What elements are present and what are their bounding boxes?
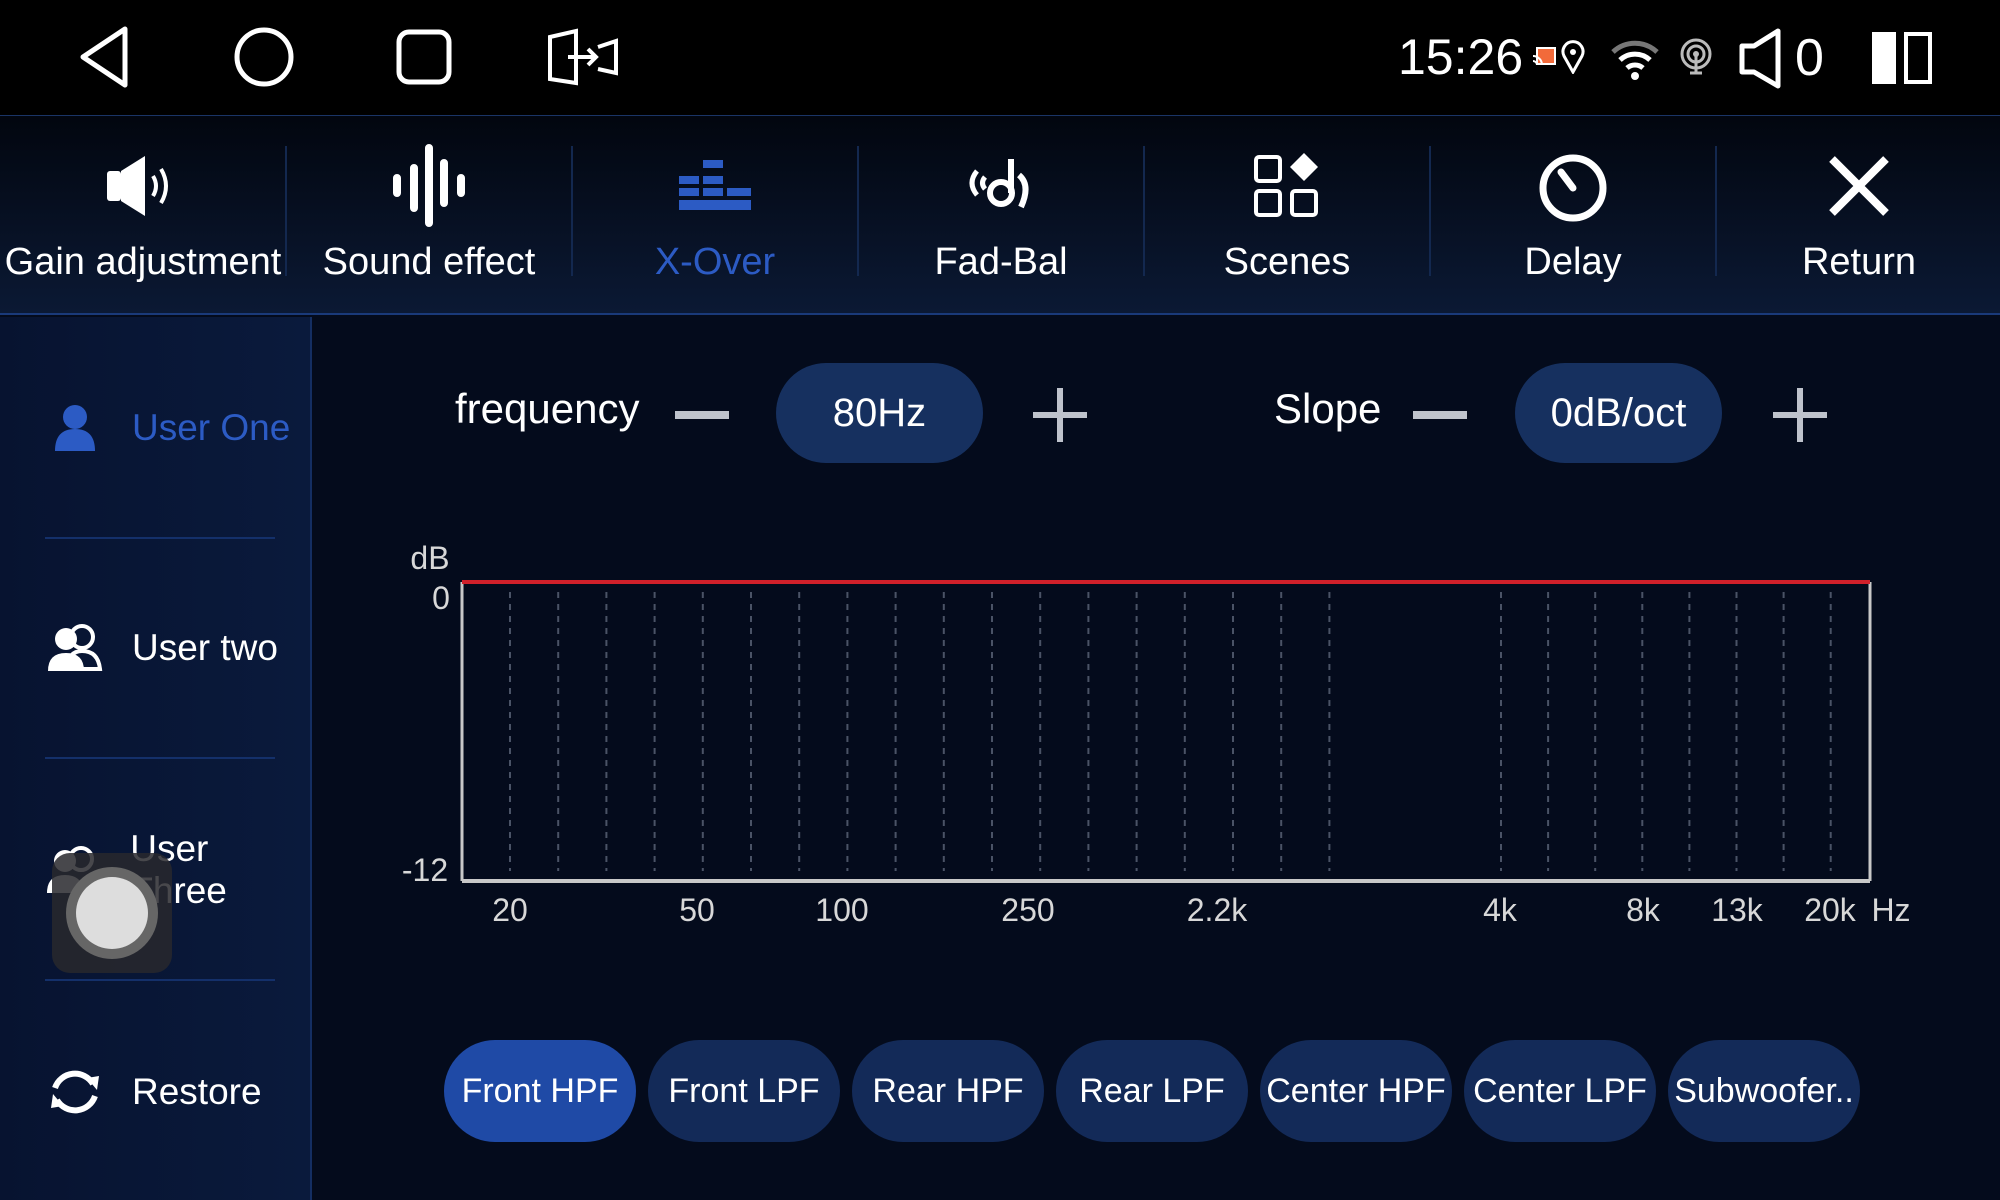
cast-icon	[1531, 46, 1557, 73]
home-icon[interactable]	[229, 22, 299, 92]
equalizer-icon	[572, 146, 858, 226]
recents-icon[interactable]	[389, 22, 459, 92]
split-screen-icon[interactable]	[1870, 30, 1934, 91]
frequency-minus-button[interactable]	[667, 380, 737, 450]
sidebar-item-user-two[interactable]: User two	[0, 593, 310, 703]
slope-minus-button[interactable]	[1405, 380, 1475, 450]
tab-sound-effect[interactable]: Sound effect	[286, 116, 572, 316]
x-tick-label: 100	[815, 892, 869, 928]
status-bar: 15:26 0	[0, 0, 2000, 115]
y-tick-label: -12	[401, 852, 449, 888]
x-tick-label: 250	[1001, 892, 1055, 928]
frequency-plus-button[interactable]	[1025, 380, 1095, 450]
y-axis-label: dB	[410, 540, 450, 576]
x-tick-label: 4k	[1483, 892, 1517, 928]
clock: 15:26	[1398, 29, 1524, 85]
screen-mirror-icon[interactable]	[546, 22, 626, 92]
close-icon	[1716, 146, 2000, 226]
channel-button-front-hpf[interactable]: Front HPF	[444, 1040, 636, 1142]
sidebar-item-restore[interactable]: Restore	[0, 1037, 310, 1147]
volume-icon[interactable]	[1738, 28, 1784, 95]
x-tick-label: 8k	[1626, 892, 1660, 928]
channel-button-front-lpf[interactable]: Front LPF	[648, 1040, 840, 1142]
tab-x-over[interactable]: X-Over	[572, 116, 858, 316]
refresh-icon	[40, 1064, 110, 1120]
hotspot-icon	[1678, 38, 1714, 81]
user-icon	[40, 403, 110, 453]
y-tick-label: 0	[432, 580, 450, 616]
tab-bar: Gain adjustment Sound effect X-Over Fad-…	[0, 115, 2000, 315]
slope-value[interactable]: 0dB/oct	[1515, 363, 1722, 463]
channel-button-rear-hpf[interactable]: Rear HPF	[852, 1040, 1044, 1142]
waveform-icon	[286, 144, 572, 227]
assistive-touch-button[interactable]	[52, 853, 172, 973]
back-icon[interactable]	[70, 22, 140, 92]
tab-return[interactable]: Return	[1716, 116, 2000, 316]
sidebar-item-user-one[interactable]: User One	[0, 373, 310, 483]
volume-level: 0	[1795, 29, 1824, 87]
wifi-icon	[1610, 38, 1660, 85]
x-tick-label: 13k	[1711, 892, 1763, 928]
frequency-value[interactable]: 80Hz	[776, 363, 983, 463]
timer-icon	[1430, 146, 1716, 226]
slope-plus-button[interactable]	[1765, 380, 1835, 450]
users-icon	[40, 623, 110, 673]
tab-gain-adjustment[interactable]: Gain adjustment	[0, 116, 286, 316]
location-icon	[1561, 40, 1585, 79]
frequency-label: frequency	[455, 385, 640, 432]
speaker-icon	[0, 146, 286, 226]
slope-label: Slope	[1274, 385, 1382, 432]
x-tick-label: 2.2k	[1186, 892, 1248, 928]
sidebar: User One User two User Three Restore	[0, 317, 312, 1200]
tab-fad-bal[interactable]: Fad-Bal	[858, 116, 1144, 316]
x-tick-label: 50	[679, 892, 715, 928]
channel-button-center-hpf[interactable]: Center HPF	[1260, 1040, 1452, 1142]
x-axis-label: Hz	[1871, 892, 1911, 928]
channel-button-center-lpf[interactable]: Center LPF	[1464, 1040, 1656, 1142]
x-tick-label: 20	[492, 892, 528, 928]
fader-balance-icon	[858, 146, 1144, 226]
channel-button-rear-lpf[interactable]: Rear LPF	[1056, 1040, 1248, 1142]
x-tick-label: 20k	[1804, 892, 1856, 928]
tab-scenes[interactable]: Scenes	[1144, 116, 1430, 316]
tab-delay[interactable]: Delay	[1430, 116, 1716, 316]
channel-button-subwoofer[interactable]: Subwoofer..	[1668, 1040, 1860, 1142]
scenes-icon	[1144, 146, 1430, 226]
